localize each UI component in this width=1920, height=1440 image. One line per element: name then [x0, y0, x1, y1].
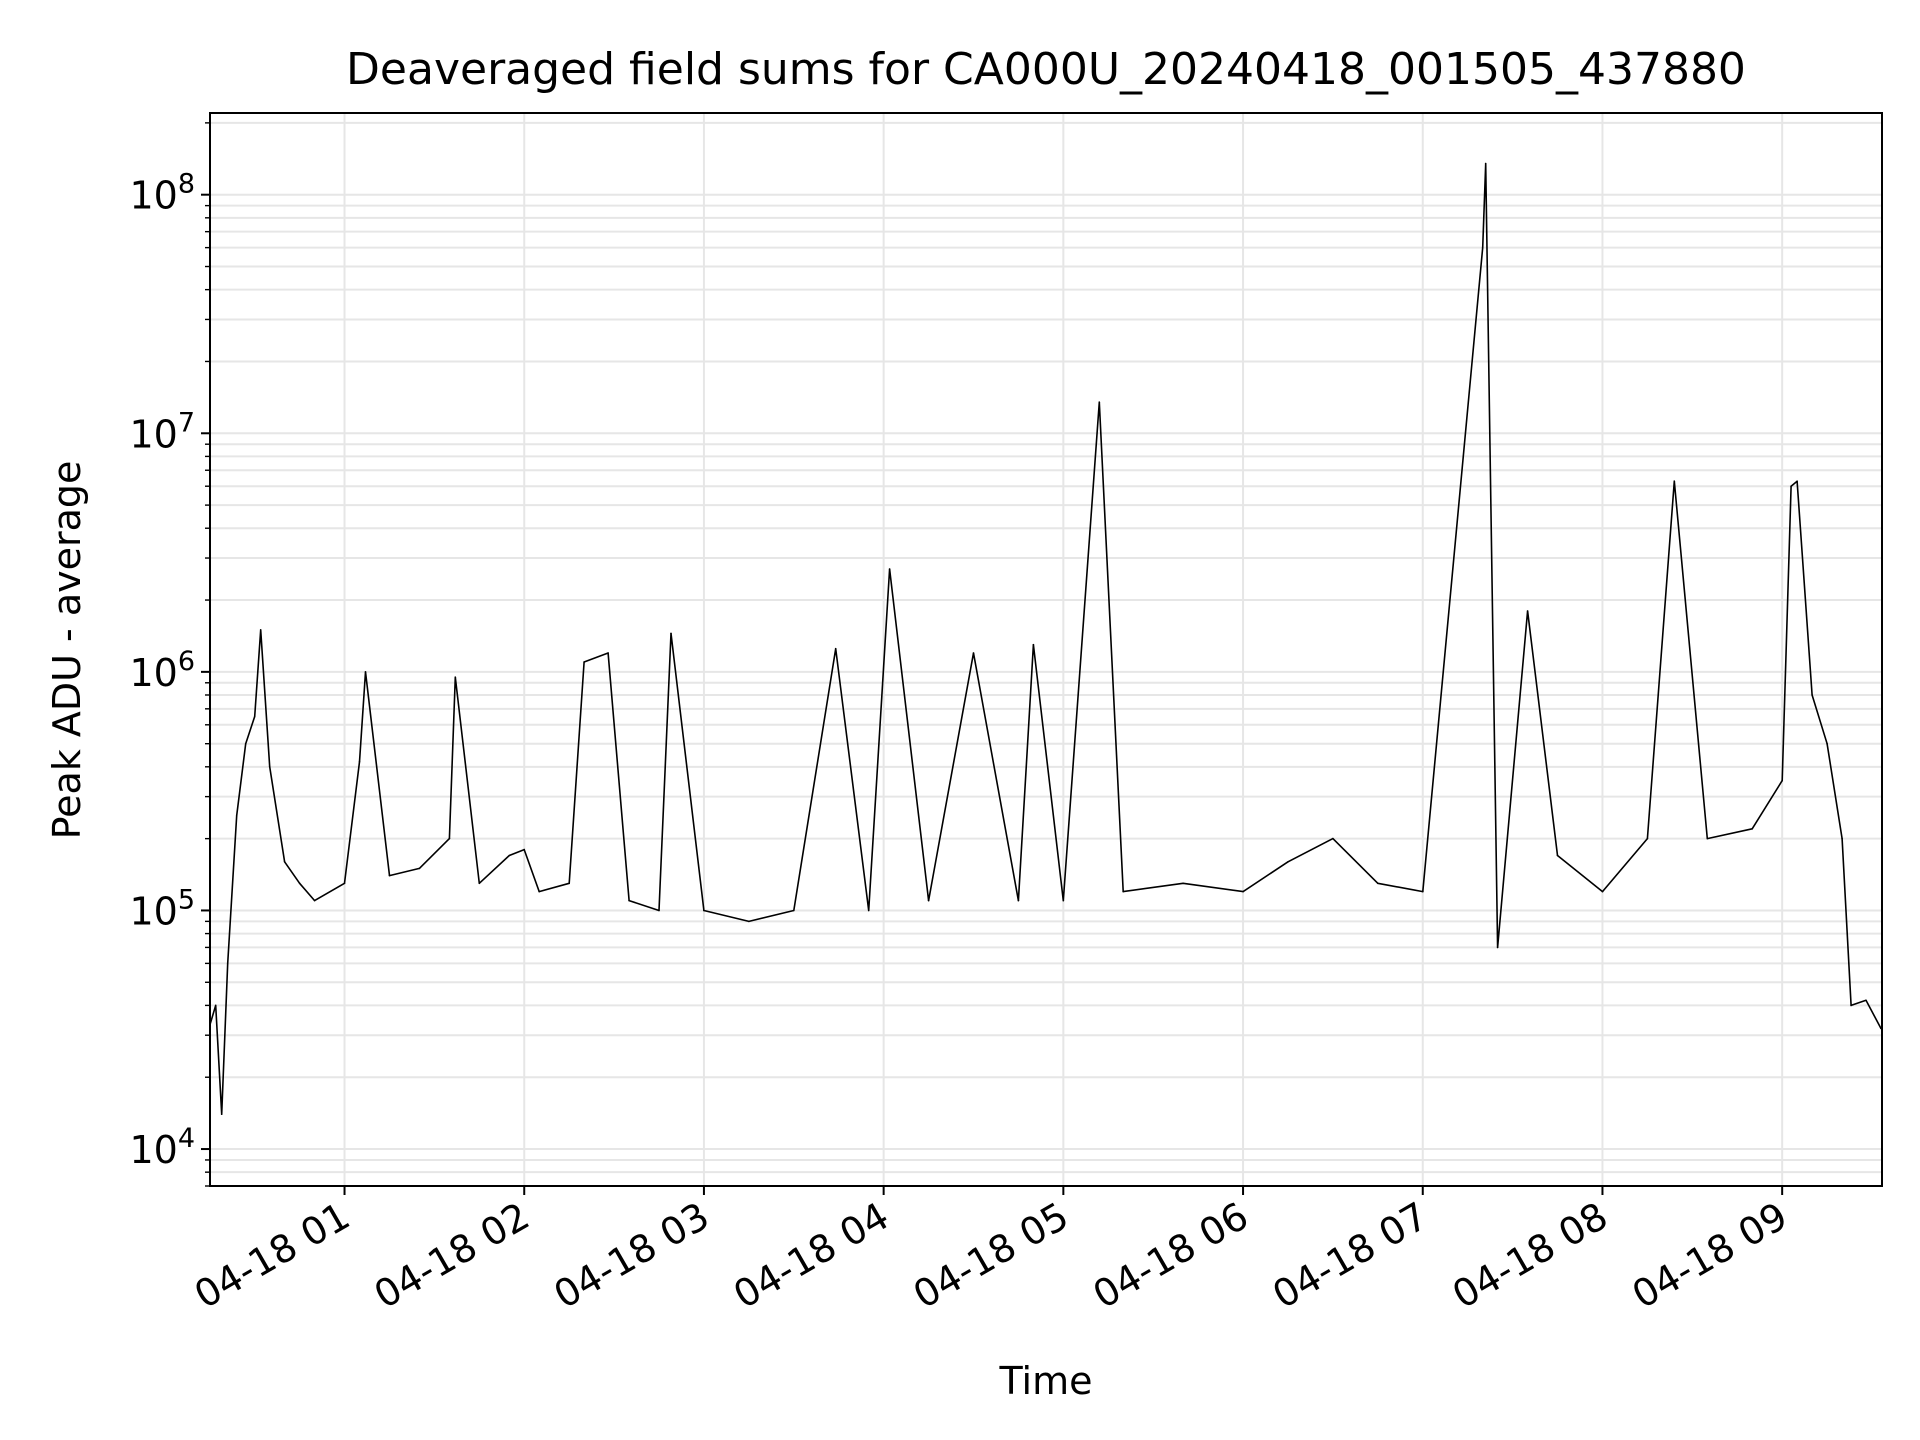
data-point	[1706, 837, 1709, 840]
data-point	[1122, 890, 1124, 893]
data-point	[283, 861, 286, 863]
y-axis: 104 105 106 107 108	[129, 122, 210, 1187]
data-point	[703, 909, 705, 912]
data-point	[454, 676, 457, 678]
data-point	[1673, 480, 1676, 483]
x-axis-label: Time	[999, 1359, 1093, 1403]
data-point	[1811, 694, 1813, 696]
data-point	[1601, 890, 1604, 893]
data-point	[1796, 480, 1798, 483]
data-point	[1484, 162, 1487, 165]
data-point	[268, 766, 271, 768]
y-axis-label: Peak ADU - average	[45, 461, 89, 840]
data-point	[343, 882, 346, 885]
data-point	[1242, 890, 1244, 893]
data-point	[538, 890, 540, 893]
data-point	[1526, 610, 1529, 612]
data-point	[867, 909, 870, 912]
data-point	[478, 882, 481, 885]
data-point	[927, 899, 930, 902]
data-point	[388, 874, 391, 877]
data-point	[1865, 999, 1867, 1002]
data-point	[1751, 828, 1753, 830]
data-point	[1098, 401, 1101, 404]
y-tick-label: 105	[129, 884, 195, 933]
data-point	[670, 632, 672, 635]
data-point	[888, 568, 891, 570]
data-point	[1182, 882, 1184, 885]
data-point	[1841, 837, 1843, 840]
data-point	[214, 1004, 217, 1007]
data-point	[1481, 246, 1484, 249]
data-point	[226, 962, 229, 965]
y-tick-label: 108	[129, 169, 195, 218]
data-point	[253, 715, 256, 718]
data-point	[313, 899, 316, 902]
data-point	[364, 671, 367, 673]
data-point	[1826, 742, 1828, 745]
data-point	[1556, 854, 1559, 857]
data-point	[1850, 1004, 1852, 1007]
data-point	[1790, 485, 1792, 488]
data-point	[1032, 643, 1035, 646]
series-layer	[209, 162, 1882, 1115]
data-point	[235, 814, 238, 817]
data-point	[972, 652, 975, 654]
data-point	[1496, 946, 1499, 949]
y-tick-label: 104	[129, 1123, 195, 1172]
data-point	[523, 848, 525, 851]
data-point	[1287, 861, 1289, 863]
data-point	[358, 761, 361, 763]
y-tick-label: 107	[129, 407, 195, 456]
grid-lines	[210, 113, 1882, 1187]
data-point	[793, 909, 795, 912]
data-point	[1332, 837, 1334, 840]
data-point	[448, 837, 451, 840]
data-point	[834, 647, 837, 650]
data-point	[508, 854, 511, 857]
data-point	[607, 652, 609, 654]
data-point	[628, 899, 630, 902]
data-point	[1377, 882, 1379, 885]
data-point	[748, 920, 750, 923]
data-point	[568, 882, 570, 885]
chart-title: Deaveraged field sums for CA000U_2024041…	[346, 44, 1746, 95]
data-point	[259, 629, 262, 631]
y-tick-label: 106	[129, 646, 195, 695]
data-point	[298, 882, 301, 885]
data-point	[1422, 890, 1424, 893]
plot-frame	[209, 112, 1883, 1187]
data-point	[1781, 779, 1783, 782]
data-point	[418, 867, 421, 870]
data-point	[220, 1113, 223, 1115]
data-point	[244, 742, 247, 745]
data-point	[583, 661, 585, 663]
data-point	[658, 909, 660, 912]
data-point	[1017, 899, 1020, 902]
data-point	[1646, 837, 1649, 840]
data-point	[1062, 899, 1065, 902]
